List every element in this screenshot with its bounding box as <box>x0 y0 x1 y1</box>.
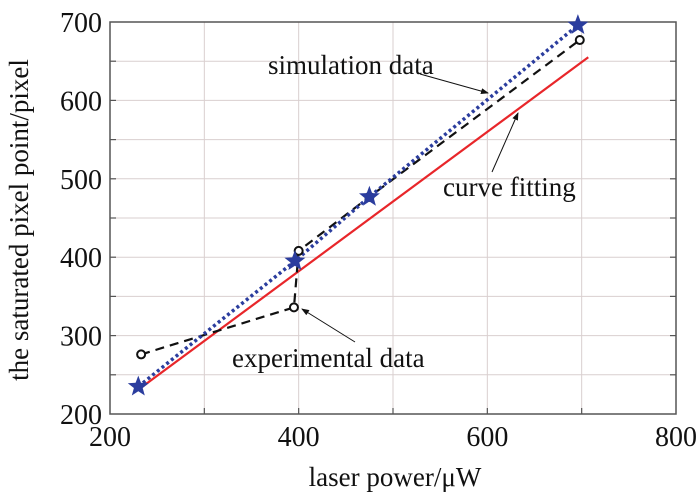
tick-labels: 200 400 600 800 200 300 400 500 600 700 <box>60 8 697 453</box>
experimental-data-point <box>136 349 147 360</box>
simulation-data-line <box>137 23 580 388</box>
y-tick-label: 400 <box>60 243 102 274</box>
curve-fitting-line <box>137 56 589 391</box>
annotation-simulation-data: simulation data <box>268 50 434 80</box>
annotation-arrow-experimental <box>301 308 356 343</box>
x-tick-label: 400 <box>278 422 320 453</box>
y-tick-label: 600 <box>60 86 102 117</box>
annotation-curve-fitting: curve fitting <box>443 172 576 202</box>
simulation-data-point <box>127 375 149 396</box>
x-tick-label: 800 <box>655 422 697 453</box>
simulation-data-point <box>567 14 589 34</box>
x-tick-label: 200 <box>89 422 131 453</box>
y-axis-label: the saturated pixel point/pixel <box>4 59 34 381</box>
annotation-arrow-simulation <box>419 73 489 95</box>
y-tick-label: 200 <box>60 400 102 431</box>
simulation-data-point <box>359 185 380 206</box>
experimental-data-point <box>574 35 585 46</box>
x-tick-label: 600 <box>466 422 508 453</box>
annotation-experimental-data: experimental data <box>232 343 425 373</box>
y-tick-label: 300 <box>60 322 102 353</box>
simulation-data-point <box>284 250 306 270</box>
experimental-data-point <box>288 302 299 313</box>
axis-ticks <box>110 60 676 414</box>
y-tick-label: 500 <box>60 165 102 196</box>
annotation-arrow-curve-fitting <box>491 112 519 173</box>
x-axis-label: laser power/μW <box>309 462 482 492</box>
y-tick-label: 700 <box>60 8 102 39</box>
